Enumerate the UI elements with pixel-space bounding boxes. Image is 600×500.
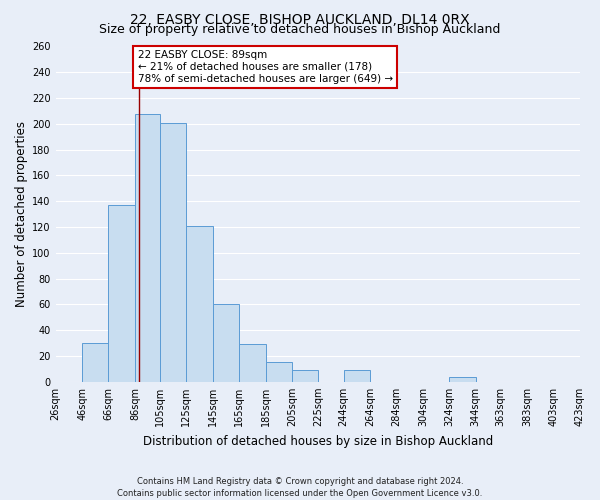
Bar — [344, 370, 370, 382]
Bar — [239, 344, 266, 382]
X-axis label: Distribution of detached houses by size in Bishop Auckland: Distribution of detached houses by size … — [143, 434, 493, 448]
Text: Size of property relative to detached houses in Bishop Auckland: Size of property relative to detached ho… — [100, 22, 500, 36]
Y-axis label: Number of detached properties: Number of detached properties — [15, 121, 28, 307]
Text: 22, EASBY CLOSE, BISHOP AUCKLAND, DL14 0RX: 22, EASBY CLOSE, BISHOP AUCKLAND, DL14 0… — [130, 12, 470, 26]
Bar — [109, 205, 135, 382]
Text: 22 EASBY CLOSE: 89sqm
← 21% of detached houses are smaller (178)
78% of semi-det: 22 EASBY CLOSE: 89sqm ← 21% of detached … — [137, 50, 392, 84]
Bar — [82, 343, 109, 382]
Bar — [292, 370, 319, 382]
Bar — [187, 226, 213, 382]
Bar — [160, 122, 187, 382]
Bar — [213, 304, 239, 382]
Bar — [135, 114, 160, 382]
Bar — [449, 376, 476, 382]
Text: Contains HM Land Registry data © Crown copyright and database right 2024.
Contai: Contains HM Land Registry data © Crown c… — [118, 476, 482, 498]
Bar — [266, 362, 292, 382]
